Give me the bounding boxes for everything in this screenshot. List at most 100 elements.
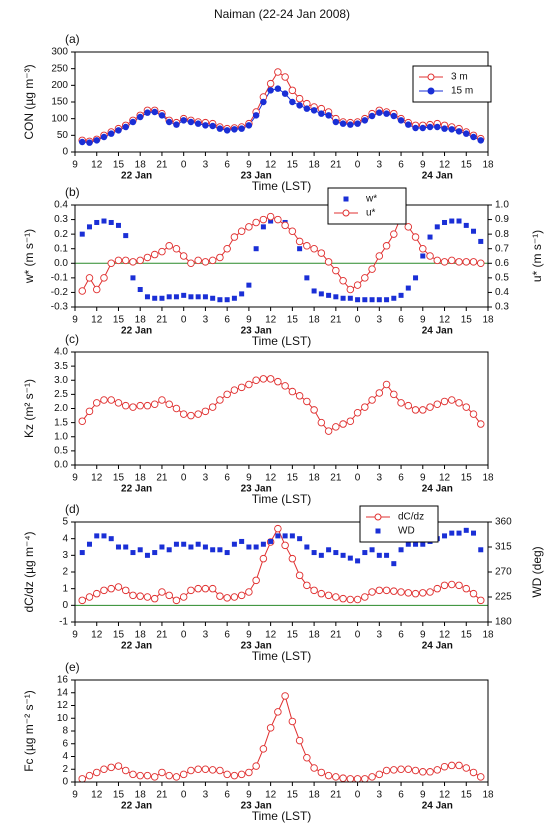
y2-tick-label: 225 <box>495 592 512 603</box>
x-tick-label: 18 <box>135 160 147 171</box>
circle-marker <box>85 274 94 282</box>
legend-box <box>327 187 407 225</box>
circle-marker <box>129 591 137 600</box>
y-tick-label: 0 <box>62 600 68 611</box>
circle-marker <box>202 122 209 129</box>
circle-marker <box>462 403 471 411</box>
date-label: 23 Jan <box>241 484 272 495</box>
x-tick-label: 18 <box>309 630 321 641</box>
x-tick-label: 15 <box>461 315 473 326</box>
x-tick-label: 9 <box>246 473 252 484</box>
circle-marker <box>136 401 144 410</box>
circle-marker <box>426 123 434 131</box>
square-marker <box>456 218 462 224</box>
circle-marker <box>354 120 361 127</box>
x-tick-label: 18 <box>482 315 494 326</box>
square-marker <box>268 218 274 224</box>
circle-marker <box>78 417 86 425</box>
y2-tick-label: 270 <box>495 567 512 578</box>
x-tick-label: 12 <box>91 315 103 326</box>
y2-tick-label: 180 <box>495 617 512 628</box>
circle-marker <box>477 259 485 268</box>
x-tick-label: 18 <box>135 473 147 484</box>
circle-marker <box>208 766 217 774</box>
circle-marker <box>259 745 268 753</box>
legend-label: 15 m <box>451 86 473 97</box>
circle-marker <box>201 765 210 774</box>
date-label: 24 Jan <box>422 171 453 182</box>
circle-marker <box>194 256 202 265</box>
circle-marker <box>440 762 449 771</box>
circle-marker <box>310 107 318 114</box>
circle-marker <box>245 223 253 231</box>
circle-marker <box>85 407 94 416</box>
circle-marker <box>390 230 398 238</box>
y-axis-label: CON (µg m⁻³) <box>22 64 36 139</box>
x-tick-label: 6 <box>398 473 404 484</box>
circle-marker <box>440 397 449 406</box>
circle-marker <box>78 138 86 146</box>
circle-marker <box>223 390 231 399</box>
square-marker <box>195 541 201 547</box>
x-tick-label: 18 <box>135 630 147 641</box>
square-marker <box>130 275 136 281</box>
x-tick-label: 6 <box>398 160 404 171</box>
circle-marker <box>361 274 369 282</box>
circle-marker <box>114 399 123 407</box>
circle-marker <box>208 256 217 265</box>
y-tick-label: 6 <box>62 738 68 749</box>
x-tick-label: 9 <box>72 160 78 171</box>
legend-marker <box>374 513 382 521</box>
circle-marker <box>216 253 224 262</box>
square-marker <box>210 547 216 553</box>
circle-marker <box>143 593 152 601</box>
circle-marker <box>230 593 239 601</box>
square-marker <box>268 538 274 544</box>
square-marker <box>173 294 179 300</box>
y2-tick-label: 360 <box>495 517 512 528</box>
square-marker <box>166 547 172 553</box>
circle-marker <box>180 117 187 124</box>
circle-marker <box>361 117 369 124</box>
square-marker <box>115 222 121 228</box>
x-tick-label: 0 <box>181 315 187 326</box>
circle-marker <box>216 766 224 775</box>
circle-marker <box>143 253 152 262</box>
circle-marker <box>419 244 427 253</box>
x-tick-label: 15 <box>113 790 125 801</box>
x-tick-label: 3 <box>377 630 383 641</box>
square-marker <box>159 544 165 550</box>
y-tick-label: 1.0 <box>54 431 68 442</box>
circle-marker <box>455 258 463 266</box>
y2-tick-label: 0.7 <box>495 243 509 254</box>
x-tick-label: 21 <box>330 630 342 641</box>
y-tick-label: 1 <box>62 583 68 594</box>
y-tick-label: 2.0 <box>54 403 68 414</box>
square-marker <box>217 547 223 553</box>
circle-marker <box>158 247 166 256</box>
circle-marker <box>172 596 181 605</box>
legend-label: WD <box>398 526 415 537</box>
plot-frame <box>74 204 489 308</box>
circle-marker <box>92 589 101 598</box>
x-tick-label: 9 <box>420 630 426 641</box>
circle-marker <box>368 396 376 404</box>
y-tick-label: 4.0 <box>54 347 68 358</box>
circle-marker <box>158 112 166 119</box>
circle-marker <box>375 770 384 779</box>
square-marker <box>188 544 194 550</box>
circle-marker <box>353 281 362 289</box>
square-marker <box>413 541 419 547</box>
y-tick-label: 10 <box>57 713 69 724</box>
x-tick-label: 18 <box>482 790 494 801</box>
x-tick-label: 21 <box>156 790 168 801</box>
x-tick-label: 9 <box>420 790 426 801</box>
square-marker <box>231 541 237 547</box>
circle-marker <box>187 118 195 126</box>
circle-marker <box>121 401 130 410</box>
x-tick-label: 12 <box>91 473 103 484</box>
x-tick-label: 3 <box>203 630 209 641</box>
panel-label: (e) <box>65 660 80 674</box>
legend-marker <box>343 196 349 202</box>
circle-marker <box>165 771 173 780</box>
